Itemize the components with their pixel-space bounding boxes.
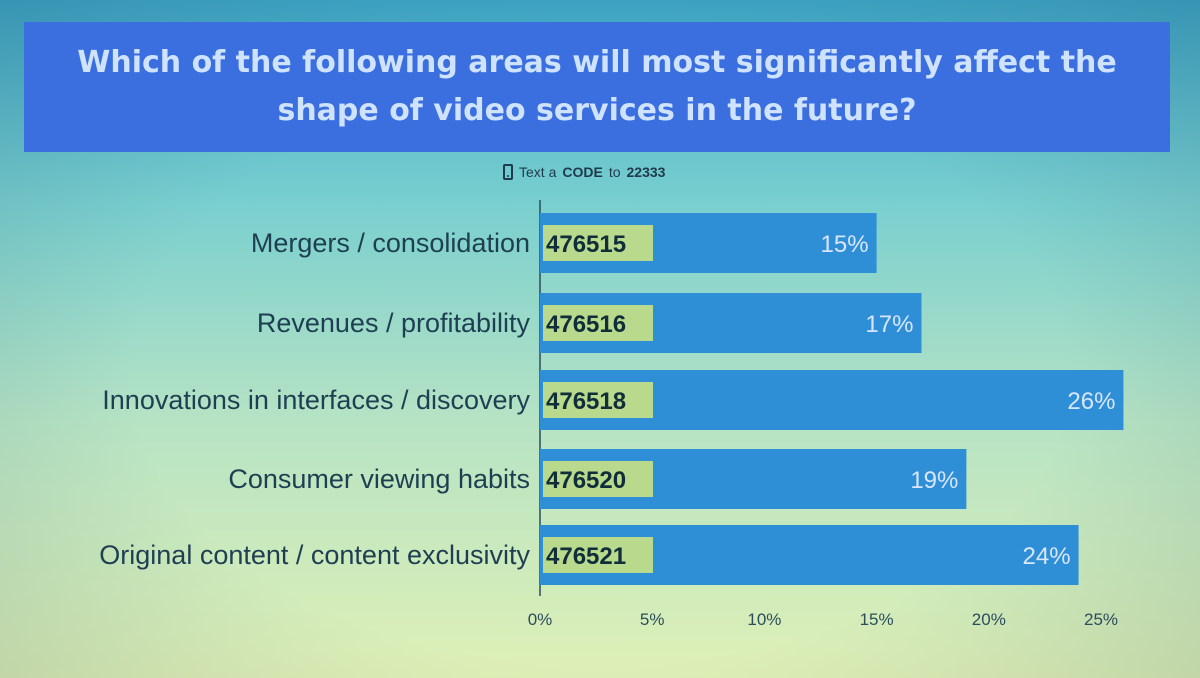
value-label: 19% [910,467,958,494]
value-label: 17% [865,311,913,338]
x-tick-label: 15% [860,610,894,629]
sms-instruction: Text a CODE to 22333 [503,161,665,183]
x-tick-label: 10% [747,610,781,629]
sms-number: 22333 [626,164,666,180]
sms-prefix: Text a [519,164,557,180]
category-label: Original content / content exclusivity [99,540,530,570]
code-badge [543,225,653,261]
x-tick-label: 0% [528,610,553,629]
value-label: 15% [821,231,869,258]
x-tick-label: 20% [972,610,1006,629]
sms-code-word: CODE [562,164,603,180]
code-label: 476521 [546,543,626,570]
value-label: 26% [1067,388,1115,415]
category-label: Innovations in interfaces / discovery [102,385,530,415]
sms-to-word: to [608,164,621,180]
category-label: Consumer viewing habits [228,464,530,494]
question-title-box: Which of the following areas will most s… [24,22,1170,152]
x-tick-label: 5% [640,610,665,629]
code-badge [543,382,653,418]
code-badge [543,461,653,497]
category-label: Revenues / profitability [257,308,531,338]
code-label: 476520 [546,467,626,494]
question-title: Which of the following areas will most s… [77,45,1117,128]
code-badge [543,305,653,341]
value-label: 24% [1023,543,1071,570]
phone-icon [503,164,513,180]
code-label: 476515 [546,231,626,258]
x-tick-label: 25% [1084,610,1118,629]
category-label: Mergers / consolidation [251,228,530,258]
code-badge [543,537,653,573]
code-label: 476516 [546,311,626,338]
code-label: 476518 [546,388,626,415]
